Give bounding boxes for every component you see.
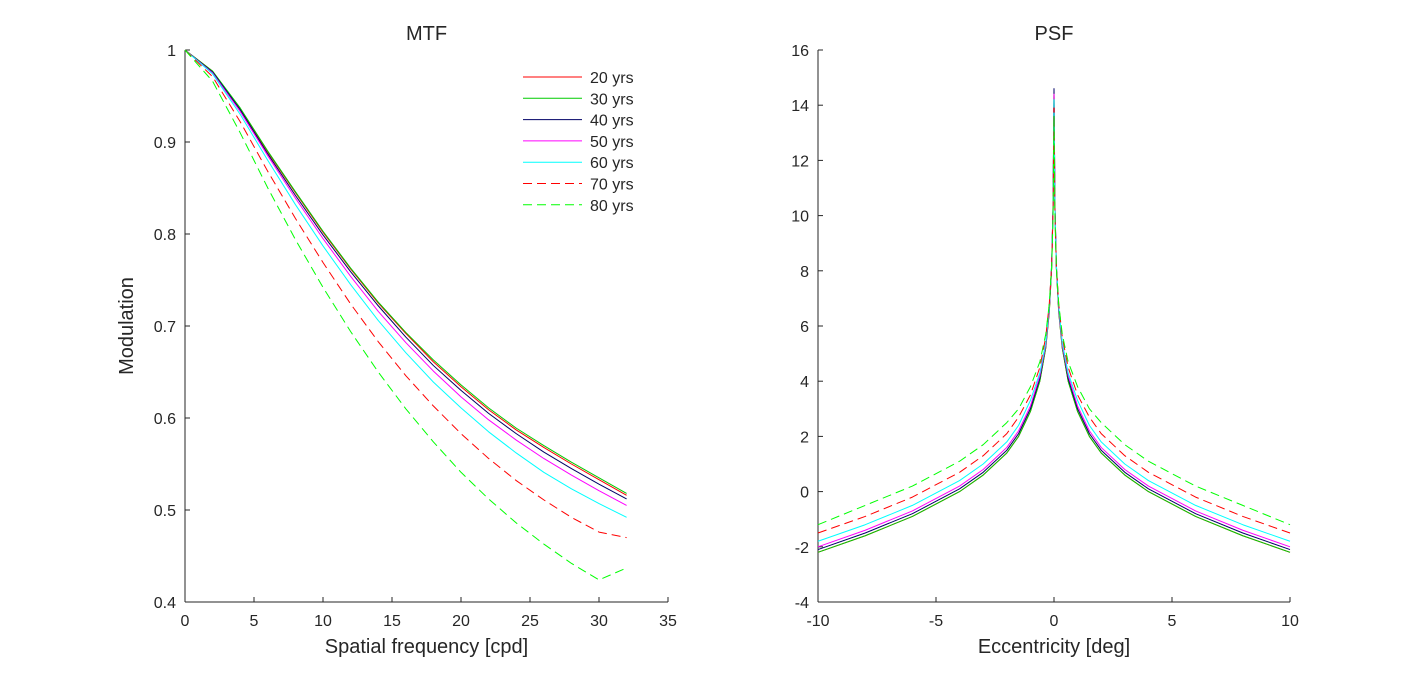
x-tick-label: 10 — [1281, 613, 1299, 630]
y-tick-label: 0 — [800, 485, 809, 502]
legend-label: 80 yrs — [590, 198, 634, 215]
x-axis-label: Spatial frequency [cpd] — [325, 636, 528, 658]
series-line-80-yrs — [817, 115, 1291, 526]
y-tick-label: 0.6 — [154, 411, 176, 428]
mtf-chart: 0 5 10 15 20 25 30 35 0.4 0.5 0.6 0.7 0.8 0.9 1 MTF Spat… — [116, 23, 677, 658]
x-tick-label: 35 — [659, 613, 677, 630]
chart-title: MTF — [406, 23, 447, 45]
chart-title: PSF — [1035, 23, 1074, 45]
x-tick-label: 30 — [590, 613, 608, 630]
x-tick-label: 10 — [314, 613, 332, 630]
y-tick-label: -2 — [795, 540, 809, 557]
legend-label: 70 yrs — [590, 177, 634, 194]
legend-label: 50 yrs — [590, 134, 634, 151]
legend-label: 30 yrs — [590, 91, 634, 108]
y-axis-label: Modulation — [116, 277, 138, 375]
series-line-40-yrs — [817, 88, 1291, 551]
legend-label: 40 yrs — [590, 113, 634, 130]
y-tick-label: 0.8 — [154, 227, 176, 244]
legend-label: 20 yrs — [590, 70, 634, 87]
y-tick-label: 0.4 — [154, 595, 176, 612]
series-line-30-yrs — [184, 49, 627, 494]
x-tick-label: 25 — [521, 613, 539, 630]
y-tick-label: 0.5 — [154, 503, 176, 520]
series-line-40-yrs — [184, 49, 627, 500]
series-line-50-yrs — [817, 93, 1291, 548]
y-tick-label: 6 — [800, 319, 809, 336]
y-tick-label: 8 — [800, 264, 809, 281]
x-axis-label: Eccentricity [deg] — [978, 636, 1130, 658]
series-line-80-yrs — [184, 49, 627, 581]
y-tick-label: 0.9 — [154, 135, 176, 152]
x-tick-label: -10 — [806, 613, 829, 630]
y-tick-label: 4 — [800, 374, 809, 391]
x-tick-label: 5 — [1168, 613, 1177, 630]
y-tick-label: 1 — [167, 43, 176, 60]
y-tick-label: 12 — [791, 153, 809, 170]
series-line-60-yrs — [817, 99, 1291, 542]
series-line-70-yrs — [184, 49, 627, 539]
series-line-60-yrs — [184, 49, 627, 518]
legend-label: 60 yrs — [590, 155, 634, 172]
x-tick-label: 20 — [452, 613, 470, 630]
x-tick-label: 0 — [1050, 613, 1059, 630]
x-tick-label: 15 — [383, 613, 401, 630]
y-tick-label: -4 — [795, 595, 809, 612]
series-line-70-yrs — [817, 107, 1291, 534]
series-line-50-yrs — [184, 49, 627, 506]
psf-chart: -10 -5 0 5 10 -4 -2 0 2 4 6 8 10 12 14 16 PSF Eccentricit… — [791, 23, 1299, 658]
y-tick-label: 16 — [791, 43, 809, 60]
y-tick-label: 0.7 — [154, 319, 176, 336]
y-tick-label: 2 — [800, 429, 809, 446]
x-tick-label: -5 — [929, 613, 943, 630]
y-tick-label: 10 — [791, 209, 809, 226]
x-tick-label: 5 — [250, 613, 259, 630]
x-tick-label: 0 — [181, 613, 190, 630]
y-tick-label: 14 — [791, 98, 809, 115]
